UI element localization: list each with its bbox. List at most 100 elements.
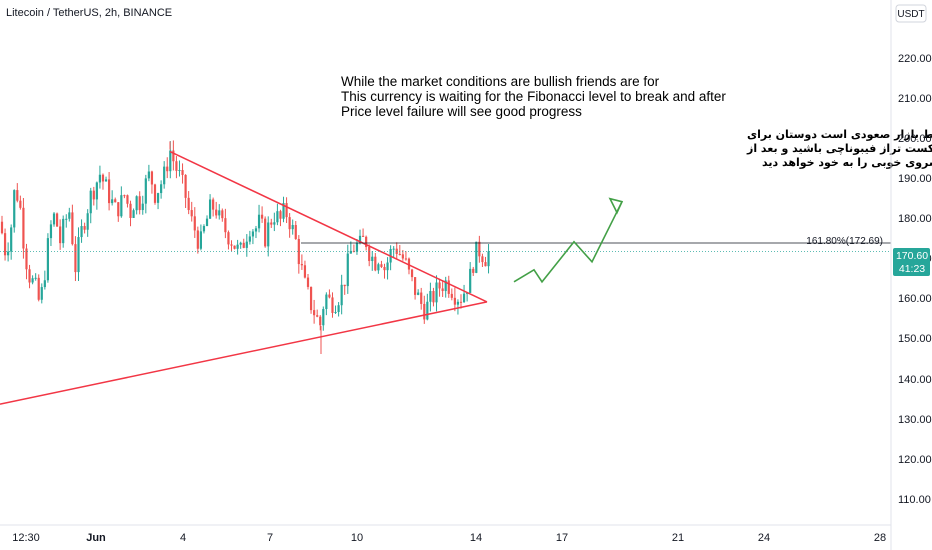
candle-body [175,161,178,171]
candle-body [358,235,362,243]
time-tick-label: 10 [351,532,363,544]
candle-body [74,244,77,273]
price-tick-label: 110.00 [898,494,931,506]
candle-body [386,262,389,271]
price-tick-label: 190.00 [898,173,932,185]
candle-body [68,212,71,219]
candle-body [83,226,86,230]
candle-body [31,278,34,283]
candle-body [420,292,423,304]
candle-body [129,203,132,218]
last-price-badge-bg [893,248,930,276]
candle-body [371,256,374,262]
candle-body [487,251,490,267]
candle-body [377,264,380,271]
candle-body [43,280,46,288]
candle-body [92,190,95,200]
candle-body [316,315,319,317]
candle-body [49,224,53,239]
candle-body [426,301,429,320]
candle-body [16,190,19,201]
candle-body [398,253,401,255]
currency-label: USDT [897,9,924,20]
candle-body [224,218,227,233]
candle-body [215,209,218,216]
candle-body [37,277,40,300]
candle-body [230,244,233,246]
candle-body [264,218,267,247]
candle-body [111,199,114,204]
candle-body [62,218,65,244]
candle-body [346,253,349,287]
candle-body [239,242,242,245]
bar-countdown: 41:23 [899,263,925,275]
candle-body [322,309,325,326]
candle-body [123,195,126,197]
candle-body [334,311,337,313]
candle-body [104,179,108,182]
candle-body [383,266,386,271]
candle-body [459,301,463,303]
candle-body [276,211,279,223]
persian-note-line-1: در حالی که شرایط بازار صعودی است دوستان … [747,128,932,141]
candle-body [456,301,460,305]
candle-body [481,256,484,263]
candle-body [380,264,383,267]
candle-body [267,222,270,247]
candle-body [108,179,111,204]
candle-body [407,258,411,270]
candle-body [126,195,129,204]
time-tick-label: 4 [180,532,186,544]
candle-body [13,190,16,228]
candle-body [417,292,420,295]
candle-body [95,182,98,200]
candle-body [0,221,4,234]
time-tick-label: 21 [672,532,684,544]
last-price-badge: 170.60 41:23 [893,248,930,276]
english-note-line-3: Price level failure will see good progre… [341,104,582,119]
candle-body [187,197,190,211]
chart-title: Litecoin / TetherUS, 2h, BINANCE [6,7,172,19]
currency-button[interactable]: USDT [895,4,927,23]
price-tick-label: 160.00 [898,293,932,305]
candle-body [462,293,466,303]
candle-body [153,184,157,203]
candle-body [205,218,209,226]
candle-body [163,166,166,185]
candle-body [65,218,68,220]
candle-body [469,268,472,293]
candle-body [374,256,377,271]
candle-body [89,190,92,214]
trendline-upper [169,150,488,303]
time-tick-label: 28 [874,532,886,544]
candle-body [169,150,172,172]
candle-body [340,284,343,306]
persian-note: در حالی که شرایط بازار صعودی است دوستان … [746,128,932,169]
candle-body [190,210,193,217]
candle-body [282,203,285,219]
candle-body [365,236,368,248]
candle-body [361,235,365,237]
candle-body [101,174,105,182]
candle-body [438,282,441,289]
candle-body [423,303,426,320]
time-tick-label: 7 [267,532,273,544]
candle-body [166,166,169,172]
candle-body [233,245,236,249]
candle-body [404,258,408,260]
candle-body [196,230,199,249]
candle-body [19,200,22,208]
candle-body [144,178,147,204]
last-price-value: 170.60 [896,250,928,262]
candle-body [40,287,43,300]
candle-body [475,241,478,273]
time-tick-label: 14 [470,532,482,544]
candle-body [414,277,417,295]
price-tick-label: 130.00 [898,414,932,426]
candle-body [306,277,310,287]
candle-body [270,222,273,225]
candle-body [392,248,395,250]
currency-button-frame[interactable] [895,4,927,23]
candle-body [288,217,291,230]
